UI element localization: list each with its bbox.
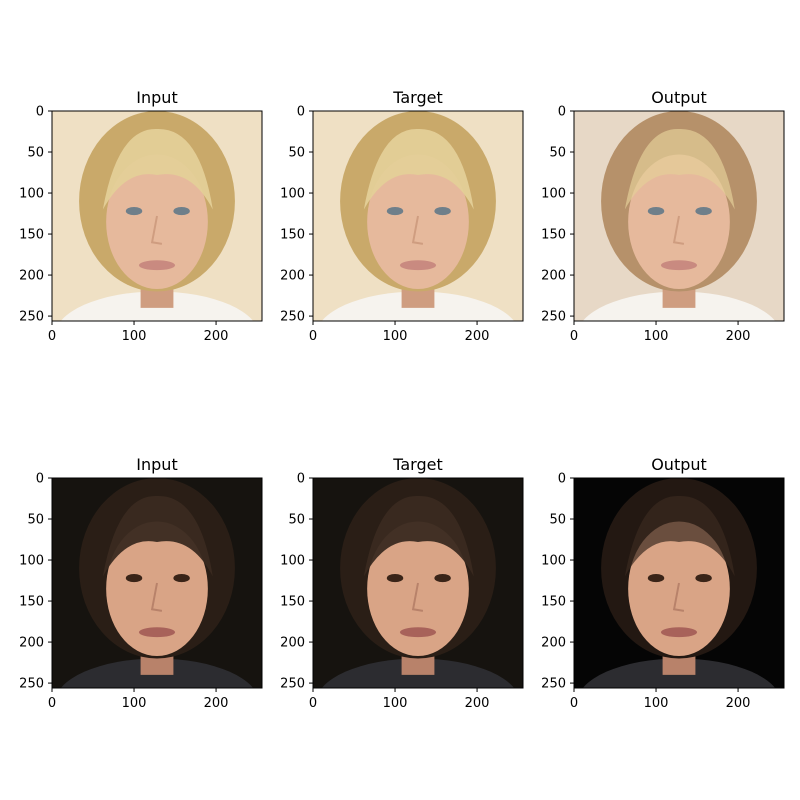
x-tick-label: 0 (48, 329, 56, 344)
face-image (52, 478, 262, 688)
y-tick-label: 200 (280, 269, 305, 284)
subplot-title: Input (136, 455, 177, 474)
y-tick-label: 200 (19, 636, 44, 651)
x-tick-label: 200 (465, 329, 490, 344)
face-image (313, 478, 523, 688)
x-tick-label: 200 (204, 696, 229, 711)
y-tick-label: 250 (280, 677, 305, 692)
y-tick-label: 150 (280, 595, 305, 610)
y-tick-label: 0 (297, 472, 305, 487)
x-tick-label: 200 (726, 696, 751, 711)
axes-frame (51, 477, 263, 689)
subplot-target-row2: Target 0 100 200 0 50 100 150 200 250 (280, 455, 524, 711)
y-tick-label: 100 (541, 554, 566, 569)
subplot-title: Target (392, 455, 443, 474)
subplot-title: Output (651, 455, 707, 474)
y-tick-label: 100 (19, 187, 44, 202)
subplot-input-row1: Input 0 100 200 0 50 100 150 200 250 (19, 88, 263, 344)
y-tick-label: 0 (36, 472, 44, 487)
x-tick-label: 100 (644, 696, 669, 711)
y-tick-label: 200 (280, 636, 305, 651)
y-tick-label: 50 (27, 146, 44, 161)
x-tick-label: 100 (383, 329, 408, 344)
subplot-title: Target (392, 88, 443, 107)
x-tick-label: 0 (309, 696, 317, 711)
x-tick-label: 100 (122, 696, 147, 711)
x-tick-label: 0 (570, 329, 578, 344)
y-tick-label: 50 (549, 513, 566, 528)
x-tick-label: 200 (465, 696, 490, 711)
axes-frame (312, 477, 524, 689)
subplot-output-row2: Output 0 100 200 0 50 100 150 200 250 (541, 455, 785, 711)
face-image (52, 111, 262, 321)
y-tick-label: 200 (541, 636, 566, 651)
y-tick-label: 250 (19, 310, 44, 325)
subplot-title: Output (651, 88, 707, 107)
y-tick-label: 100 (541, 187, 566, 202)
axes-frame (573, 110, 785, 322)
y-tick-label: 100 (280, 554, 305, 569)
axes-frame (573, 477, 785, 689)
axes-frame (51, 110, 263, 322)
subplot-output-row1: Output 0 100 200 0 50 100 150 200 250 (541, 88, 785, 344)
y-tick-label: 150 (541, 228, 566, 243)
y-tick-label: 250 (280, 310, 305, 325)
y-tick-label: 50 (288, 146, 305, 161)
y-tick-label: 50 (549, 146, 566, 161)
y-tick-label: 250 (19, 677, 44, 692)
y-tick-label: 0 (36, 105, 44, 120)
y-tick-label: 200 (541, 269, 566, 284)
y-tick-label: 150 (280, 228, 305, 243)
x-tick-label: 100 (122, 329, 147, 344)
y-tick-label: 250 (541, 310, 566, 325)
y-tick-label: 150 (19, 595, 44, 610)
subplot-input-row2: Input 0 100 200 0 50 100 150 200 250 (19, 455, 263, 711)
subplot-title: Input (136, 88, 177, 107)
y-tick-label: 50 (288, 513, 305, 528)
x-tick-label: 200 (726, 329, 751, 344)
y-tick-label: 250 (541, 677, 566, 692)
x-tick-label: 0 (570, 696, 578, 711)
face-image (313, 111, 523, 321)
y-tick-label: 0 (558, 105, 566, 120)
y-tick-label: 200 (19, 269, 44, 284)
y-tick-label: 0 (558, 472, 566, 487)
y-tick-label: 100 (280, 187, 305, 202)
y-tick-label: 150 (541, 595, 566, 610)
x-tick-label: 0 (48, 696, 56, 711)
face-image (574, 478, 784, 688)
subplot-target-row1: Target 0 100 200 0 50 100 150 200 250 (280, 88, 524, 344)
x-tick-label: 200 (204, 329, 229, 344)
y-tick-label: 0 (297, 105, 305, 120)
y-tick-label: 50 (27, 513, 44, 528)
x-tick-label: 0 (309, 329, 317, 344)
y-tick-label: 100 (19, 554, 44, 569)
face-image (574, 111, 784, 321)
y-tick-label: 150 (19, 228, 44, 243)
axes-frame (312, 110, 524, 322)
x-tick-label: 100 (383, 696, 408, 711)
x-tick-label: 100 (644, 329, 669, 344)
